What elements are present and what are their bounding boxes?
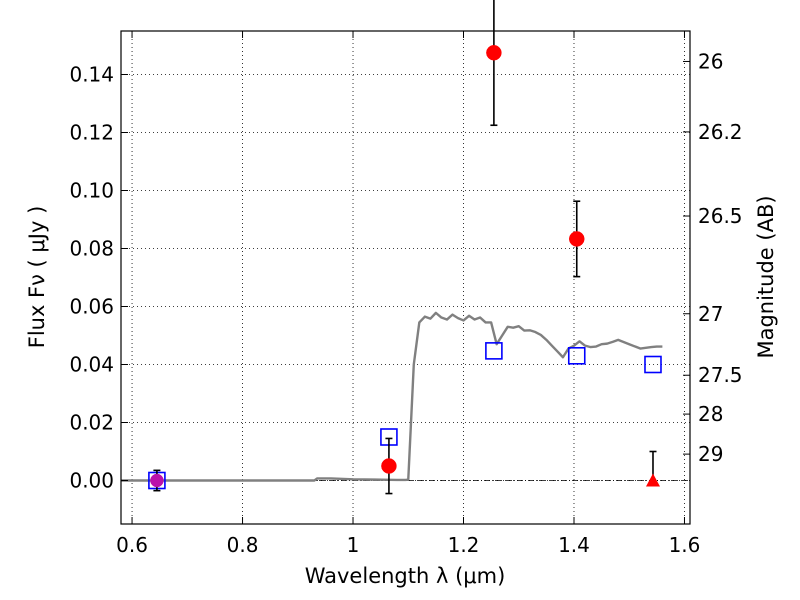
model-box — [567, 346, 586, 365]
right-tick-label: 28 — [698, 402, 723, 426]
right-tick-label: 26 — [698, 49, 723, 73]
y-tick-label: 0.14 — [69, 63, 114, 87]
y-tick-label: 0.00 — [69, 469, 114, 493]
x-tick-label: 1.4 — [558, 533, 590, 557]
model-box — [485, 342, 503, 360]
x-tick-label: 0.8 — [227, 533, 259, 557]
flux-point — [569, 231, 585, 247]
x-tick-label: 0.6 — [116, 533, 148, 557]
y-tick-label: 0.06 — [69, 295, 114, 319]
right-tick-label: 26.5 — [698, 204, 743, 228]
right-axis-ticks: 26 26.2 26.5 27 27.5 28 29 — [683, 49, 743, 466]
right-tick-label: 27.5 — [698, 363, 743, 387]
right-tick-label: 29 — [698, 442, 723, 466]
x-tick-label: 1 — [347, 533, 360, 557]
right-tick-label: 26.2 — [698, 120, 743, 144]
y-tick-label: 0.10 — [69, 179, 114, 203]
upper-limit-marker — [645, 473, 660, 487]
x-axis-label: Wavelength λ (μm) — [305, 564, 506, 588]
y-tick-label: 0.12 — [69, 121, 114, 145]
x-tick-label: 1.2 — [448, 533, 480, 557]
flux-point — [381, 458, 397, 474]
plot-frame — [120, 30, 691, 525]
y-axis-label: Flux Fν ( μJy ) — [25, 206, 49, 349]
upper-limit-triangle — [645, 473, 660, 487]
right-axis-label: Magnitude (AB) — [754, 195, 778, 358]
y-tick-label: 0.02 — [69, 411, 114, 435]
model-sed-line — [121, 311, 663, 482]
model-box — [644, 355, 662, 374]
y-tick-label: 0.08 — [69, 237, 114, 261]
right-tick-label: 27 — [698, 302, 723, 326]
flux-point — [486, 45, 502, 61]
x-tick-label: 1.6 — [669, 533, 701, 557]
sed-line — [121, 311, 663, 482]
x-axis-ticks: 0.6 0.8 1 1.2 1.4 1.6 — [116, 31, 700, 557]
y-tick-label: 0.04 — [69, 353, 114, 377]
observed-flux-points — [150, 45, 585, 488]
flux-point — [150, 473, 164, 488]
y-axis-ticks: 0.00 0.02 0.04 0.06 0.08 0.10 0.12 0.14 — [69, 63, 128, 493]
